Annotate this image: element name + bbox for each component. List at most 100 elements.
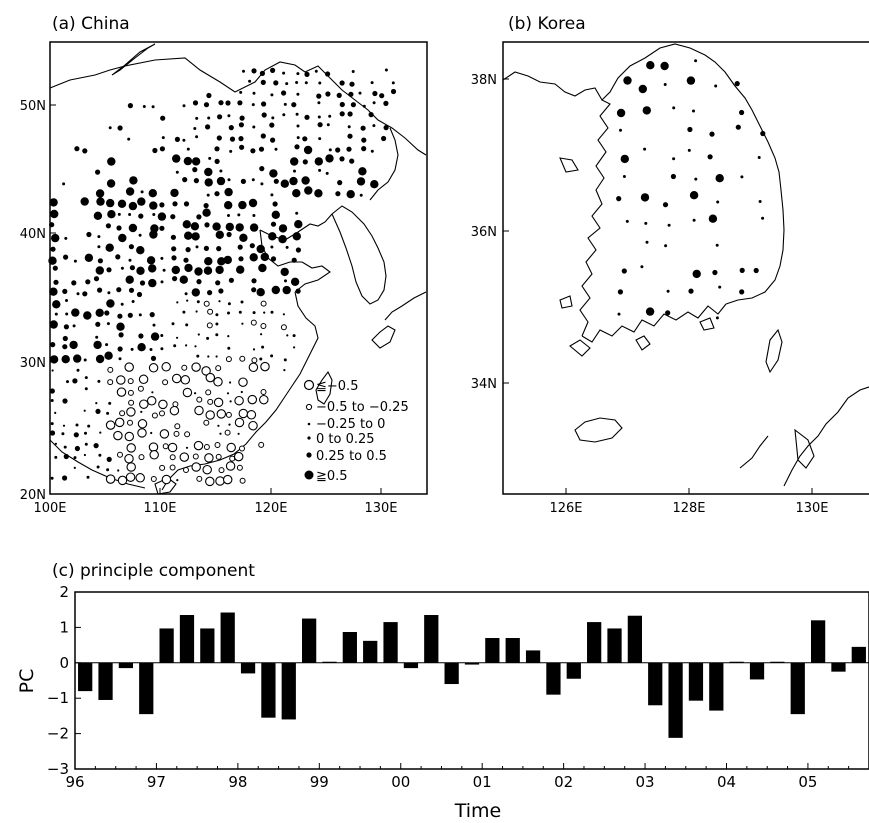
- station-marker: [49, 355, 59, 364]
- bar: [281, 662, 296, 720]
- station-marker: [127, 103, 133, 109]
- station-marker: [150, 332, 160, 341]
- station-marker: [238, 256, 244, 262]
- station-marker: [233, 451, 244, 462]
- station-marker: [107, 157, 116, 166]
- station-marker: [49, 198, 58, 207]
- legend-symbol-neg025-0: [307, 422, 311, 426]
- station-marker: [185, 344, 188, 347]
- station-marker: [169, 464, 176, 471]
- station-marker: [138, 213, 144, 219]
- station-marker: [714, 84, 718, 88]
- station-marker: [203, 444, 210, 450]
- station-marker: [105, 474, 116, 484]
- station-marker: [49, 287, 58, 296]
- bar: [403, 662, 419, 669]
- station-marker: [131, 300, 135, 303]
- station-marker: [191, 232, 200, 241]
- station-marker: [219, 169, 223, 173]
- x-tick-label: 01: [473, 773, 492, 791]
- legend-label-2: −0.25 to 0: [316, 417, 385, 432]
- station-marker: [339, 156, 345, 162]
- station-marker: [203, 203, 209, 209]
- station-marker: [203, 419, 210, 426]
- panel-b-xtick-130e: 130E: [795, 501, 828, 516]
- station-marker: [105, 343, 109, 347]
- station-marker: [347, 125, 351, 129]
- x-tick-label: 96: [65, 773, 84, 791]
- panel-b-korea: (b) Korea: [471, 14, 869, 516]
- station-marker: [50, 399, 54, 402]
- station-marker: [170, 234, 176, 240]
- station-marker: [247, 394, 258, 405]
- station-marker: [196, 214, 202, 220]
- station-marker: [136, 266, 145, 275]
- station-marker: [128, 287, 135, 293]
- station-marker: [225, 461, 236, 471]
- station-marker: [339, 101, 345, 108]
- station-marker: [204, 167, 213, 177]
- station-marker: [370, 149, 374, 153]
- station-marker: [252, 125, 256, 129]
- station-marker: [758, 200, 762, 203]
- station-marker: [125, 187, 135, 196]
- station-marker: [317, 122, 323, 128]
- station-marker: [249, 243, 255, 249]
- station-marker: [50, 342, 56, 348]
- station-marker: [238, 122, 244, 128]
- station-marker: [663, 83, 667, 86]
- bar: [709, 662, 724, 711]
- station-marker: [215, 322, 219, 326]
- station-marker: [72, 324, 76, 328]
- station-marker: [292, 232, 301, 241]
- station-marker: [118, 357, 122, 361]
- bar: [322, 661, 337, 663]
- station-marker: [643, 147, 647, 151]
- station-marker: [113, 430, 123, 441]
- station-marker: [205, 124, 211, 130]
- station-marker: [159, 410, 165, 417]
- station-marker: [159, 429, 170, 439]
- station-marker: [149, 201, 158, 210]
- station-marker: [117, 469, 120, 472]
- station-marker: [228, 423, 231, 426]
- station-marker: [295, 247, 301, 253]
- station-marker: [207, 308, 214, 315]
- station-marker: [73, 456, 77, 460]
- station-marker: [142, 105, 146, 108]
- station-marker: [238, 310, 242, 314]
- station-marker: [127, 389, 134, 396]
- y-tick-label: −3: [47, 760, 69, 778]
- station-marker: [326, 123, 330, 127]
- station-marker: [182, 310, 186, 314]
- station-marker: [192, 453, 199, 460]
- station-marker: [280, 267, 289, 277]
- station-marker: [175, 170, 179, 174]
- station-marker: [215, 365, 222, 372]
- station-marker: [185, 247, 191, 253]
- station-marker: [249, 223, 259, 232]
- station-marker: [49, 320, 58, 329]
- panel-b-xtick-126e: 126E: [549, 501, 582, 516]
- station-marker: [162, 268, 166, 272]
- x-axis: 96 97 98 99 00 01 02 03 04 05: [65, 763, 850, 791]
- station-marker: [146, 396, 157, 406]
- station-marker: [260, 300, 267, 307]
- station-marker: [86, 231, 92, 238]
- bar: [139, 662, 154, 715]
- station-marker: [250, 148, 256, 154]
- station-marker: [171, 265, 180, 275]
- station-marker: [224, 187, 233, 197]
- bar: [363, 640, 378, 663]
- station-marker: [260, 79, 266, 85]
- station-marker: [107, 291, 111, 295]
- station-marker: [74, 445, 80, 452]
- station-marker: [51, 369, 54, 372]
- station-marker: [217, 257, 226, 266]
- station-marker: [183, 156, 193, 166]
- station-marker: [304, 186, 313, 195]
- station-marker: [296, 136, 300, 140]
- station-marker: [283, 358, 287, 362]
- station-marker: [63, 445, 67, 449]
- station-marker: [84, 442, 88, 446]
